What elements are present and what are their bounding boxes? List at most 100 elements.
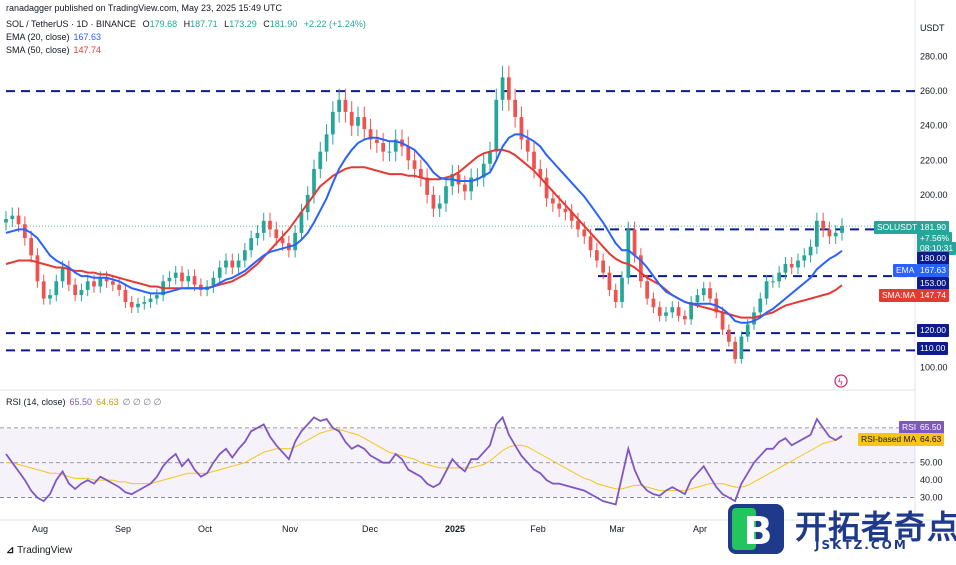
x-tick-label: Oct — [198, 524, 213, 534]
candle-body — [488, 151, 492, 164]
rsi-line — [5, 415, 843, 506]
candle-body — [41, 281, 46, 299]
sma-value-tag: 147.74 — [917, 289, 949, 302]
candle-body — [770, 281, 775, 283]
candle-body — [431, 194, 436, 209]
rsi-tick-label: 30.00 — [920, 493, 943, 503]
watermark: B — [720, 498, 952, 560]
rsi-tag: RSI — [899, 421, 920, 434]
candle-body — [318, 151, 323, 169]
candle-body — [745, 324, 750, 337]
level-120-tag: 120.00 — [917, 324, 949, 337]
candle-body — [274, 229, 279, 239]
candle-body — [186, 276, 191, 282]
candle-body — [695, 295, 700, 303]
candle-body — [4, 219, 8, 223]
candle-body — [456, 174, 461, 185]
candle-body — [720, 312, 725, 330]
candle-body — [330, 111, 335, 135]
level-110-tag: 110.00 — [917, 342, 949, 355]
candle-body — [506, 77, 511, 100]
candle-body — [632, 229, 637, 256]
rsi-tick-label: 50.00 — [920, 458, 943, 468]
symbol-ohlc-line: SOL / TetherUS · 1D · BINANCE O179.68 H1… — [6, 19, 370, 29]
candle-body — [676, 307, 681, 316]
candle-body — [85, 281, 90, 290]
ema20-line — [5, 133, 843, 324]
y-tick-label: 260.00 — [920, 86, 948, 96]
rsi-legend[interactable]: RSI (14, close) 65.50 64.63 ∅ ∅ ∅ ∅ — [6, 397, 162, 407]
candle-body — [789, 264, 794, 268]
candle-body — [475, 177, 480, 179]
candle-body — [425, 177, 430, 195]
countdown-tag: 08:10:31 — [917, 242, 956, 255]
candle-body — [236, 260, 241, 268]
change-pct-tag: +7.56% — [917, 232, 953, 245]
candle-body — [343, 99, 348, 112]
svg-text:B: B — [744, 509, 773, 553]
sma-legend[interactable]: SMA (50, close) 147.74 — [6, 45, 102, 55]
ema-value-tag: 167.63 — [917, 264, 949, 277]
candle-body — [607, 272, 612, 290]
candle-body — [437, 203, 442, 209]
candle-body — [620, 277, 624, 303]
candle-body — [79, 289, 84, 296]
candle-body — [588, 236, 593, 251]
candle-body — [462, 184, 467, 192]
candle-body — [601, 260, 606, 273]
rsi-ma-tag: RSI-based MA — [858, 433, 920, 446]
ohlc-high: H187.71 — [183, 19, 218, 29]
tradingview-logo-icon: ⊿ — [6, 545, 18, 556]
ema-tag: EMA — [893, 264, 918, 277]
candle-body — [374, 139, 379, 143]
candle-body — [626, 229, 631, 278]
y-tick-label: 240.00 — [920, 121, 948, 131]
watermark-logo-icon: B — [728, 504, 784, 554]
candle-body — [833, 232, 838, 237]
candle-body — [406, 146, 411, 161]
candle-body — [104, 277, 109, 282]
ema-legend[interactable]: EMA (20, close) 167.63 — [6, 32, 102, 42]
candle-body — [689, 302, 694, 320]
candle-body — [701, 288, 706, 296]
candle-body — [532, 151, 536, 169]
candle-body — [418, 168, 423, 178]
candle-body — [469, 177, 474, 192]
candle-body — [211, 277, 216, 287]
candle-body — [280, 238, 285, 244]
x-tick-label: 2025 — [445, 524, 465, 534]
y-tick-label: 100.00 — [920, 363, 948, 373]
y-tick-label: 280.00 — [920, 52, 948, 62]
candle-body — [657, 307, 662, 316]
candle-body — [664, 312, 668, 316]
candle-body — [544, 177, 549, 199]
candle-body — [22, 224, 27, 239]
candle-body — [651, 298, 656, 308]
candle-body — [167, 277, 172, 282]
rsi-ma-value-tag: 64.63 — [917, 433, 945, 446]
x-tick-label: Dec — [362, 524, 379, 534]
tradingview-logo[interactable]: ⊿ TradingView — [6, 545, 73, 556]
last-price-tag: 181.90 — [917, 221, 949, 234]
candle-body — [60, 267, 65, 282]
change-value: +2.22 (+1.24%) — [303, 19, 366, 29]
candle-body — [148, 298, 153, 303]
candle-body — [613, 289, 618, 303]
candle-body — [129, 302, 134, 308]
candle-body — [381, 143, 386, 152]
candle-body — [180, 272, 184, 282]
candle-body — [268, 220, 272, 230]
x-tick-label: Sep — [115, 524, 131, 534]
ohlc-open: O179.68 — [142, 19, 178, 29]
candle-body — [682, 315, 687, 320]
candle-body — [538, 168, 543, 178]
candle-body — [569, 212, 574, 221]
candle-body — [525, 139, 530, 152]
candle-body — [783, 264, 788, 273]
candle-body — [173, 272, 178, 278]
candle-body — [494, 99, 499, 152]
candle-body — [563, 208, 568, 213]
candle-body — [66, 267, 71, 285]
x-tick-label: Mar — [609, 524, 625, 534]
